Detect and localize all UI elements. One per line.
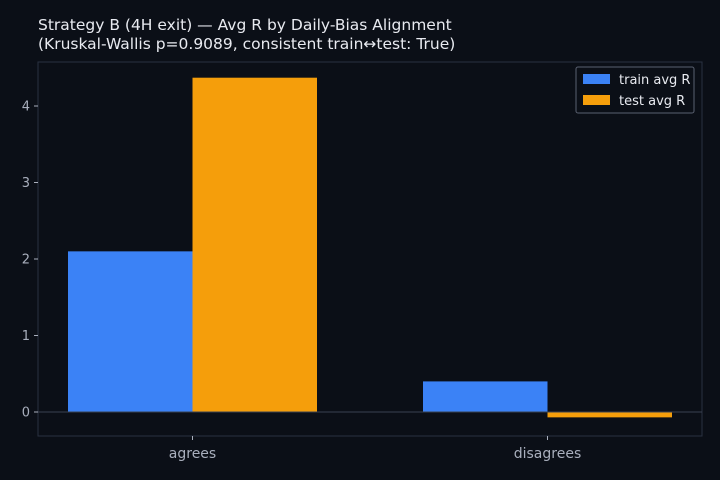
chart-title-line-1: Strategy B (4H exit) — Avg R by Daily-Bi…: [38, 16, 452, 34]
y-tick-label: 3: [22, 176, 30, 191]
y-tick-label: 4: [22, 100, 30, 115]
legend-label: train avg R: [619, 73, 690, 88]
bars-group: [68, 77, 672, 418]
y-tick-label: 0: [22, 406, 30, 421]
y-tick-label: 1: [22, 329, 30, 344]
chart-title-line-2: (Kruskal-Wallis p=0.9089, consistent tra…: [38, 35, 456, 53]
y-tick-label: 2: [22, 253, 30, 268]
axes-group: 0 1 2 3 4 agrees disagrees: [22, 100, 702, 462]
bar-test-avg-R-disagrees: [547, 412, 672, 418]
bar-train-avg-R-disagrees: [423, 381, 548, 412]
legend-swatch: [583, 95, 610, 105]
bar-test-avg-R-agrees: [192, 77, 317, 412]
legend: train avg R test avg R: [575, 66, 695, 114]
legend-swatch: [583, 74, 610, 84]
bar-train-avg-R-agrees: [68, 251, 193, 412]
chart-title: Strategy B (4H exit) — Avg R by Daily-Bi…: [38, 16, 455, 54]
x-tick-label: disagrees: [514, 446, 582, 462]
x-tick-label: agrees: [169, 446, 216, 462]
legend-label: test avg R: [619, 94, 685, 109]
